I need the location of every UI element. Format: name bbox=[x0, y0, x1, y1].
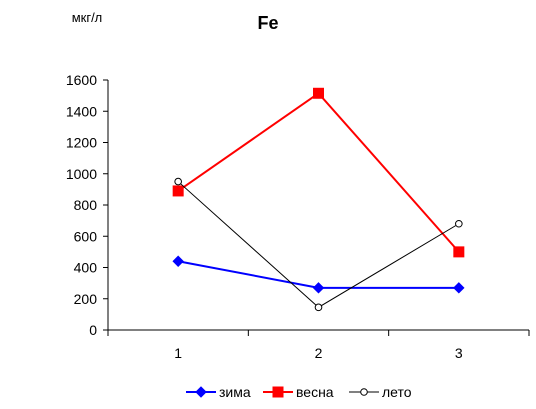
series-line bbox=[177, 91, 460, 253]
data-point bbox=[453, 246, 465, 258]
x-tick-label: 2 bbox=[315, 345, 323, 361]
data-point bbox=[174, 177, 182, 186]
legend-marker bbox=[195, 386, 207, 398]
axes: 0 200 400 600 800 1000 1200 1400 1600 1 2 3 bbox=[66, 72, 530, 361]
y-tick-label: 800 bbox=[74, 197, 98, 213]
y-tick-label: 1000 bbox=[66, 166, 97, 182]
y-tick-label: 400 bbox=[74, 260, 98, 276]
y-tick-label: 600 bbox=[74, 228, 98, 244]
data-point bbox=[453, 282, 465, 294]
series-зима bbox=[172, 255, 465, 294]
legend-item: весна bbox=[263, 384, 334, 400]
y-tick-label: 200 bbox=[74, 291, 98, 307]
legend-label: лето bbox=[382, 384, 412, 400]
y-tick-label: 1200 bbox=[66, 135, 97, 151]
data-point bbox=[314, 303, 323, 312]
legend-item: зима bbox=[186, 384, 251, 400]
legend-label: зима bbox=[219, 384, 251, 400]
legend-label: весна bbox=[296, 384, 334, 400]
data-point bbox=[313, 87, 324, 99]
data-point bbox=[172, 255, 184, 267]
y-axis-label: мкг/л bbox=[72, 10, 103, 25]
data-point bbox=[455, 219, 463, 228]
y-tick-label: 0 bbox=[89, 322, 97, 338]
x-tick-label: 1 bbox=[174, 345, 182, 361]
x-tick-label: 3 bbox=[455, 345, 463, 361]
data-point bbox=[312, 282, 325, 294]
series-весна bbox=[172, 87, 465, 258]
y-tick-label: 1600 bbox=[66, 72, 97, 88]
series-layer bbox=[172, 87, 465, 312]
y-tick-label: 1400 bbox=[66, 103, 97, 119]
data-point bbox=[172, 185, 184, 197]
legend: зима весна лето bbox=[186, 384, 412, 400]
legend-item: лето bbox=[349, 384, 412, 400]
legend-marker bbox=[272, 386, 284, 398]
series-лето bbox=[174, 177, 463, 312]
chart-title: Fe bbox=[257, 13, 278, 33]
legend-marker bbox=[360, 388, 368, 396]
